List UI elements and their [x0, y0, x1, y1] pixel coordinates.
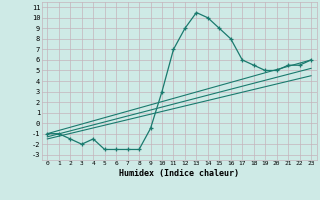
X-axis label: Humidex (Indice chaleur): Humidex (Indice chaleur): [119, 169, 239, 178]
